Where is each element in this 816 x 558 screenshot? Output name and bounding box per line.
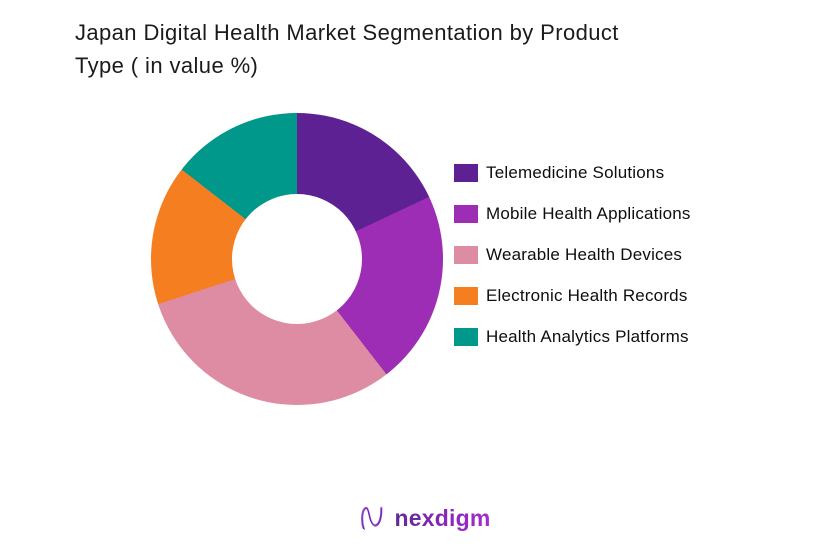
page-title-line-2: Type ( in value %) — [75, 53, 259, 78]
brand-logo: nexdigm — [34, 504, 816, 532]
chart-legend: Telemedicine Solutions Mobile Health Appl… — [454, 152, 691, 357]
page-title-line-1: Japan Digital Health Market Segmentation… — [75, 20, 619, 45]
brand-name: nexdigm — [394, 504, 491, 531]
legend-item: Telemedicine Solutions — [454, 152, 691, 193]
donut-chart — [151, 113, 443, 405]
legend-item: Electronic Health Records — [454, 275, 691, 316]
legend-swatch — [454, 286, 478, 305]
legend-label: Telemedicine Solutions — [486, 162, 665, 182]
legend-label: Mobile Health Applications — [486, 203, 691, 223]
page-title: Japan Digital Health Market Segmentation… — [75, 16, 735, 82]
legend-item: Wearable Health Devices — [454, 234, 691, 275]
legend-swatch — [454, 204, 478, 223]
legend-swatch — [454, 245, 478, 264]
legend-swatch — [454, 163, 478, 182]
legend-label: Electronic Health Records — [486, 285, 688, 305]
donut-hole — [232, 194, 362, 324]
nexdigm-wave-n-icon — [360, 506, 382, 530]
legend-item: Health Analytics Platforms — [454, 316, 691, 357]
legend-swatch — [454, 327, 478, 346]
legend-label: Health Analytics Platforms — [486, 326, 689, 346]
legend-label: Wearable Health Devices — [486, 244, 683, 264]
legend-item: Mobile Health Applications — [454, 193, 691, 234]
